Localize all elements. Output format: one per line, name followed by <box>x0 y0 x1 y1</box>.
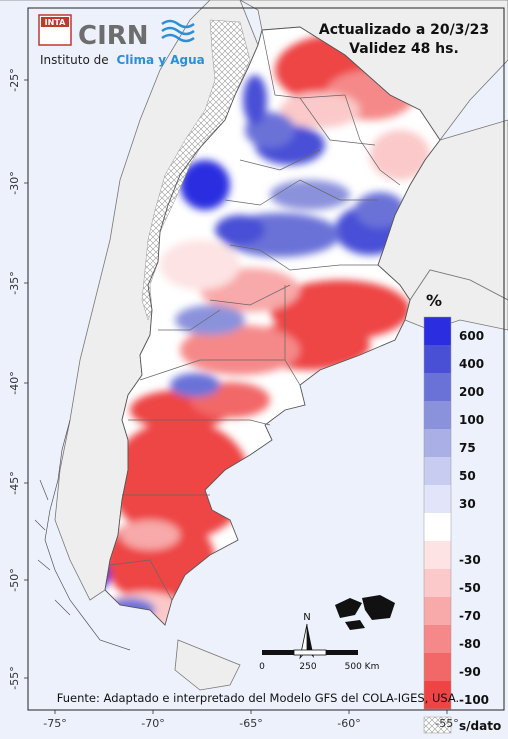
no-data-label: s/dato <box>459 719 501 733</box>
map-frame <box>27 7 505 711</box>
latitude-tick-label: -40° <box>8 371 21 394</box>
legend-swatch <box>424 541 451 569</box>
legend-swatch <box>424 429 451 457</box>
scale-bar: 0 250 500 Km <box>259 649 380 672</box>
legend-swatch <box>424 485 451 513</box>
source-caption: Fuente: Adaptado e interpretado del Mode… <box>57 691 459 705</box>
scale-label-0: 0 <box>259 662 265 672</box>
legend-label: -70 <box>459 609 481 623</box>
legend-label: -90 <box>459 665 481 679</box>
legend-swatch <box>424 401 451 429</box>
legend-swatch <box>424 345 451 373</box>
chile-coast <box>34 419 131 651</box>
latitude-axis: -25° -30° -35° -40° -45° -50° -55° <box>8 68 28 690</box>
legend-swatch <box>424 681 451 709</box>
logo-group: INTA CIRN Instituto de Clima y Agua <box>38 14 205 67</box>
legend-swatch <box>424 373 451 401</box>
inta-logo-text: INTA <box>45 18 67 27</box>
legend-unit: % <box>426 291 442 310</box>
legend-label: 200 <box>459 385 484 399</box>
longitude-axis: -75° -70° -65° -60° -55° <box>43 710 459 730</box>
legend-label: 100 <box>459 413 484 427</box>
longitude-tick-label: -70° <box>141 717 164 730</box>
latitude-tick-label: -35° <box>8 271 21 294</box>
latitude-tick-label: -30° <box>8 171 21 194</box>
legend-swatch <box>424 569 451 597</box>
legend-swatch <box>424 457 451 485</box>
latitude-tick-label: -25° <box>8 68 21 91</box>
legend-label: 30 <box>459 497 476 511</box>
longitude-tick-label: -75° <box>43 717 66 730</box>
legend: % 600 400 200 100 75 50 30 -30 -50 -70 -80 -90 -100 s… <box>423 291 501 734</box>
north-arrow-icon: N <box>299 612 314 660</box>
longitude-tick-label: -55° <box>435 717 458 730</box>
legend-label: 600 <box>459 329 484 343</box>
legend-label: -30 <box>459 553 481 567</box>
scale-label-500: 500 Km <box>345 662 380 672</box>
longitude-tick-label: -60° <box>337 717 360 730</box>
legend-label: 50 <box>459 469 476 483</box>
legend-label: 400 <box>459 357 484 371</box>
legend-swatch <box>424 625 451 653</box>
legend-swatch <box>424 513 451 541</box>
validity-text: Validez 48 hs. <box>349 41 459 57</box>
latitude-tick-label: -55° <box>8 666 21 689</box>
legend-swatch <box>424 317 451 345</box>
scale-label-250: 250 <box>299 662 316 672</box>
latitude-tick-label: -50° <box>8 568 21 591</box>
longitude-tick-label: -65° <box>239 717 262 730</box>
legend-swatch <box>424 653 451 681</box>
malvinas-islands <box>335 595 395 630</box>
latitude-tick-label: -45° <box>8 471 21 494</box>
updated-date: Actualizado a 20/3/23 <box>319 22 489 38</box>
no-data-swatch <box>423 716 452 734</box>
cirn-logo-text: CIRN <box>78 21 149 51</box>
legend-label: -50 <box>459 581 481 595</box>
legend-label: -80 <box>459 637 481 651</box>
legend-label: -100 <box>459 693 489 707</box>
north-label: N <box>303 612 310 623</box>
institute-name: Instituto de Clima y Agua <box>40 53 205 67</box>
waves-icon <box>161 19 195 43</box>
legend-label: 75 <box>459 441 476 455</box>
legend-swatch <box>424 597 451 625</box>
